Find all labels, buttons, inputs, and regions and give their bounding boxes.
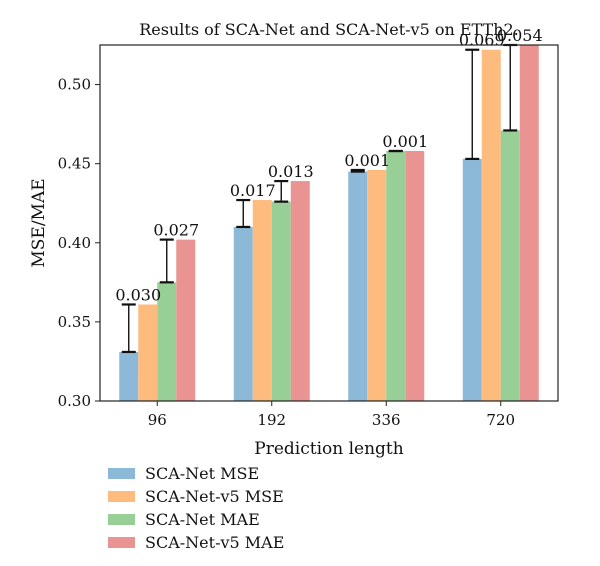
legend-item: SCA-Net-v5 MSE: [108, 485, 284, 508]
bar-sca-net-v5-mae-336: [405, 151, 425, 401]
y-axis-label: MSE/MAE: [29, 178, 49, 267]
y-tick-label: 0.40: [58, 234, 91, 252]
y-tick-label: 0.30: [58, 392, 91, 410]
bar-sca-net-mse-720: [462, 158, 482, 401]
legend-label: SCA-Net MSE: [145, 464, 260, 483]
y-tick-label: 0.35: [58, 313, 91, 331]
bar-sca-net-mse-336: [348, 171, 368, 401]
legend-swatch: [108, 468, 135, 479]
legend-swatch: [108, 514, 135, 525]
difference-label: 0.001: [344, 151, 390, 170]
x-tick-label: 336: [372, 411, 401, 429]
difference-label: 0.027: [153, 221, 199, 240]
difference-label: 0.054: [497, 26, 543, 45]
x-tick-label: 720: [486, 411, 515, 429]
bar-sca-net-mae-720: [500, 130, 520, 401]
bar-sca-net-v5-mse-192: [252, 200, 272, 401]
legend-label: SCA-Net-v5 MAE: [145, 533, 285, 552]
legend-item: SCA-Net-v5 MAE: [108, 531, 284, 554]
bar-sca-net-v5-mae-96: [176, 239, 196, 401]
difference-label: 0.030: [115, 285, 161, 304]
bar-sca-net-v5-mae-720: [519, 45, 539, 401]
bar-sca-net-mse-96: [119, 351, 139, 401]
bar-sca-net-mae-336: [386, 151, 406, 401]
legend: SCA-Net MSE SCA-Net-v5 MSE SCA-Net MAE SCA-…: [108, 462, 284, 554]
legend-label: SCA-Net-v5 MSE: [145, 487, 284, 506]
legend-swatch: [108, 491, 135, 502]
bar-sca-net-mse-192: [233, 226, 253, 401]
bar-sca-net-v5-mse-720: [481, 49, 501, 401]
y-tick-label: 0.45: [58, 155, 91, 173]
difference-label: 0.017: [230, 181, 276, 200]
x-axis-label: Prediction length: [254, 439, 403, 459]
bar-sca-net-v5-mse-96: [138, 304, 158, 401]
plot-frame: [99, 44, 559, 402]
legend-item: SCA-Net MSE: [108, 462, 284, 485]
legend-label: SCA-Net MAE: [145, 510, 260, 529]
bar-sca-net-v5-mse-336: [367, 169, 387, 401]
difference-label: 0.001: [382, 132, 428, 151]
bar-sca-net-mae-192: [271, 201, 291, 401]
legend-item: SCA-Net MAE: [108, 508, 284, 531]
legend-swatch: [108, 537, 135, 548]
x-tick-label: 192: [257, 411, 286, 429]
chart-title: Results of SCA-Net and SCA-Net-v5 on ETT…: [139, 20, 519, 39]
bar-sca-net-v5-mae-192: [290, 181, 310, 401]
y-tick-label: 0.50: [58, 76, 91, 94]
bar-sca-net-mae-96: [157, 282, 177, 401]
difference-label: 0.013: [268, 162, 314, 181]
x-tick-label: 96: [148, 411, 167, 429]
